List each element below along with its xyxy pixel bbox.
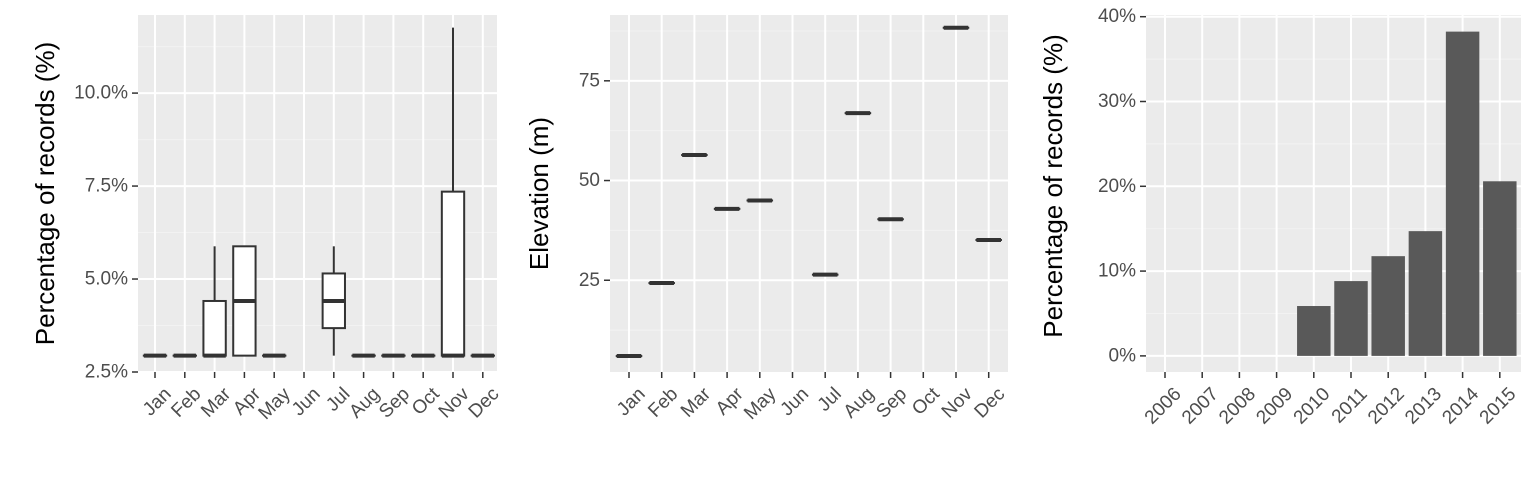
x-tick-label: Jan [613, 384, 650, 421]
x-tick-label: Dec [465, 384, 504, 423]
y-tick-label: 30% [1098, 91, 1136, 112]
x-tick-label: 2008 [1215, 384, 1260, 429]
x-tick-label: Aug [840, 384, 879, 423]
x-tick-label: Jan [139, 384, 176, 421]
x-tick-label: Oct [408, 383, 444, 419]
x-tick-label: Sep [872, 384, 911, 423]
y-tick-label: 25 [579, 270, 600, 291]
y-tick-label: 20% [1098, 176, 1136, 197]
x-tick-label: Oct [908, 383, 944, 419]
panel-3-y-axis-title: Percentage of records (%) [1038, 34, 1068, 337]
panel-1-y-axis-title: Percentage of records (%) [30, 42, 60, 345]
bar-2011 [1334, 281, 1368, 356]
x-tick-label: Mar [677, 383, 715, 421]
x-tick-label: Dec [971, 384, 1010, 423]
panel-3: 0%10%20%30%40% 2006200720082009201020112… [1038, 6, 1521, 428]
x-tick-label: 2015 [1476, 384, 1521, 429]
x-tick-label: 2006 [1141, 384, 1186, 429]
y-tick-label: 7.5% [85, 176, 128, 197]
panel-2-grid [610, 15, 1008, 372]
box-body [440, 190, 466, 357]
panel-1-background [138, 15, 497, 372]
panel-1-marks [142, 27, 495, 358]
x-tick-label: Feb [644, 384, 682, 422]
box-mar [202, 246, 227, 358]
box-nov [440, 27, 466, 358]
y-tick-label: 50 [579, 170, 600, 191]
x-tick-label: 2014 [1438, 383, 1483, 428]
y-tick-label: 2.5% [85, 362, 128, 383]
panel-1: 2.5% 5.0% 7.5% 10.0% JanFebMarAprMayJunJulA… [30, 15, 503, 424]
x-tick-label: 2011 [1328, 384, 1372, 428]
x-tick-label: 2007 [1178, 384, 1223, 429]
x-tick-label: Jun [777, 384, 814, 421]
x-tick-label: 2013 [1401, 384, 1446, 429]
y-tick-label: 40% [1098, 6, 1136, 27]
bar-2015 [1483, 181, 1517, 356]
x-tick-label: Mar [197, 383, 235, 421]
bar-2012 [1371, 256, 1405, 356]
box-body [202, 299, 227, 357]
y-tick-label: 10.0% [74, 83, 128, 104]
x-tick-label: Jun [288, 384, 325, 421]
bar-2014 [1445, 31, 1480, 356]
x-tick-label: 2009 [1252, 384, 1297, 429]
y-tick-label: 10% [1098, 261, 1136, 282]
panel-2-y-axis-title: Elevation (m) [524, 117, 554, 270]
x-tick-label: Feb [167, 384, 205, 422]
panel-1-y-ticks: 2.5% 5.0% 7.5% 10.0% [74, 83, 138, 383]
x-tick-label: Nov [938, 383, 977, 422]
panel-2-marks [615, 25, 1002, 359]
x-tick-label: 2012 [1364, 384, 1409, 429]
panel-3-y-ticks: 0% 10% 20% 30% 40% [1098, 6, 1146, 366]
box-apr [232, 245, 257, 357]
x-tick-label: 2010 [1290, 384, 1335, 429]
x-tick-label: Jul [814, 384, 846, 416]
x-tick-label: Apr [712, 383, 748, 419]
panel-2-y-ticks: 25 50 75 [579, 70, 610, 291]
panel-2-background [610, 15, 1008, 372]
y-tick-label: 75 [579, 70, 600, 91]
bar-2013 [1408, 231, 1443, 356]
y-tick-label: 0% [1109, 345, 1137, 366]
box-jul [321, 246, 346, 356]
y-tick-label: 5.0% [85, 269, 128, 290]
x-tick-label: May [740, 383, 781, 424]
panel-3-marks [1297, 31, 1517, 356]
bar-2010 [1297, 306, 1331, 356]
